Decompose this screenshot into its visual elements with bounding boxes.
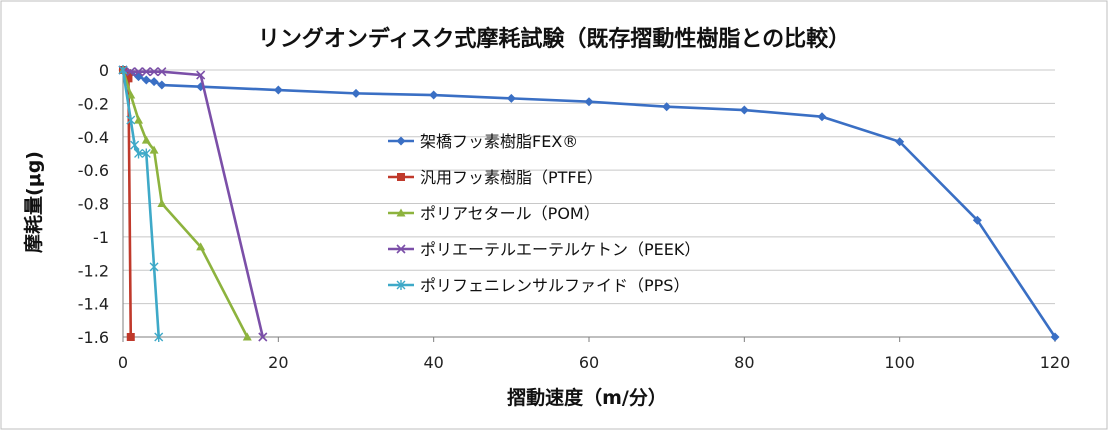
data-point [258, 332, 268, 342]
y-tick-label: -0.8 [78, 195, 109, 214]
data-point [126, 90, 136, 99]
data-point [1050, 332, 1060, 342]
chart-title: リングオンディスク式摩耗試験（既存摺動性樹脂との比較） [258, 26, 850, 52]
data-point [506, 93, 516, 103]
legend-item: 架橋フッ素樹脂FEX® [388, 132, 578, 151]
data-point [157, 80, 167, 90]
series-line [122, 68, 265, 338]
data-point [149, 67, 159, 77]
legend-label: 汎用フッ素樹脂（PTFE） [420, 168, 603, 187]
legend: 架橋フッ素樹脂FEX® 汎用フッ素樹脂（PTFE） ポリアセタール（POM） ポリエー… [388, 132, 700, 295]
legend-label: ポリフェニレンサルファイド（PPS） [420, 276, 689, 295]
data-point [141, 148, 151, 159]
data-point [154, 332, 164, 342]
x-tick-label: 0 [118, 353, 128, 372]
legend-swatch-marker [396, 208, 406, 217]
legend-item: ポリアセタール（POM） [388, 204, 600, 223]
x-tick-label: 100 [884, 353, 915, 372]
data-point [817, 112, 827, 122]
data-point [149, 77, 159, 87]
data-point [196, 242, 206, 251]
data-point [584, 97, 594, 107]
series-4 [118, 65, 268, 342]
legend-label: 架橋フッ素樹脂FEX® [420, 132, 578, 151]
data-point [149, 261, 159, 272]
x-tick-label: 80 [734, 353, 754, 372]
y-tick-label: -0.4 [78, 128, 109, 147]
data-point [126, 115, 136, 126]
data-point [273, 85, 283, 95]
data-point [141, 67, 151, 77]
data-point [124, 74, 133, 83]
series-5 [118, 65, 164, 342]
data-point [134, 115, 144, 124]
x-tick-label: 20 [268, 353, 288, 372]
data-point [662, 102, 672, 112]
legend-item: 汎用フッ素樹脂（PTFE） [388, 168, 603, 187]
data-point [351, 88, 361, 98]
y-tick-label: -1.2 [78, 261, 109, 280]
data-point [157, 67, 167, 77]
data-point [141, 75, 151, 85]
legend-swatch-marker [396, 280, 406, 290]
data-point [242, 332, 252, 341]
legend-swatch-marker [396, 244, 406, 254]
data-point [134, 148, 144, 159]
legend-swatch-marker [396, 136, 406, 146]
y-tick-label: -0.2 [78, 94, 109, 113]
series-3 [118, 65, 252, 341]
y-tick-label: -1 [93, 228, 109, 247]
data-point [157, 199, 167, 207]
series-line [121, 69, 249, 338]
data-point [141, 135, 151, 144]
y-tick-label: -0.6 [78, 161, 109, 180]
data-point [972, 215, 982, 225]
x-tick-label: 120 [1040, 353, 1071, 372]
legend-item: ポリエーテルエーテルケトン（PEEK） [388, 240, 700, 259]
axes: 0 -0.2 -0.4 -0.6 -0.8 -1 -1.2 -1.4 -1.6 0 20 40 60 80… [78, 61, 1070, 372]
legend-item: ポリフェニレンサルファイド（PPS） [388, 276, 689, 295]
series-layer [118, 65, 1060, 342]
data-point [126, 333, 135, 341]
data-point [739, 105, 749, 115]
data-point [149, 145, 159, 154]
data-point [130, 140, 140, 151]
y-tick-label: -1.6 [78, 328, 109, 347]
x-axis-title: 摺動速度（m/分） [507, 386, 667, 409]
legend-label: ポリアセタール（POM） [420, 204, 600, 223]
legend-swatch-marker [397, 173, 405, 181]
x-tick-label: 60 [579, 353, 599, 372]
data-point [895, 137, 905, 147]
data-point [126, 67, 136, 77]
y-axis-title: 摩耗量(μg) [22, 151, 45, 253]
x-tick-label: 40 [423, 353, 443, 372]
y-tick-label: -1.4 [78, 295, 109, 314]
y-tick-label: 0 [99, 61, 109, 80]
data-point [133, 67, 144, 77]
legend-label: ポリエーテルエーテルケトン（PEEK） [420, 240, 700, 259]
data-point [118, 65, 128, 75]
data-point [429, 90, 439, 100]
data-point [196, 70, 206, 80]
